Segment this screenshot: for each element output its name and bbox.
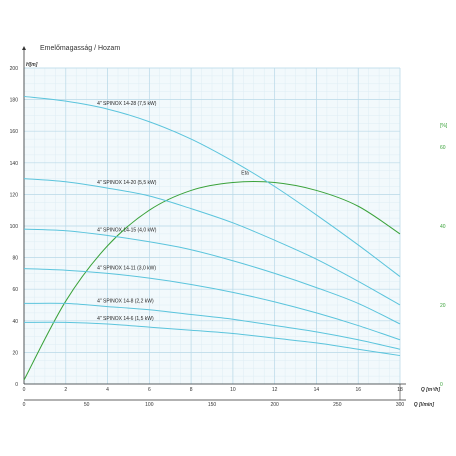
x-top-axis-label: Q [m³/h] — [421, 387, 440, 393]
x-bottom-tick-label: 200 — [270, 402, 279, 408]
chart-title-group: Emelőmagasság / Hozam — [40, 45, 120, 52]
y2-axis-label: [%] — [440, 123, 448, 129]
y2-tick-label: 60 — [440, 145, 446, 151]
y2-tick-label: 0 — [440, 382, 443, 388]
pump-curve-1 — [23, 178, 401, 306]
y-tick-label: 0 — [15, 382, 18, 388]
pump-curve-label-0: 4" SPINOX 14-28 (7,5 kW) — [97, 101, 157, 107]
x-top-tick-label: 14 — [314, 387, 320, 393]
efficiency-curve — [23, 181, 401, 381]
y-tick-label: 40 — [12, 319, 18, 325]
y-tick-label: 140 — [10, 161, 19, 167]
x-top-tick-label: 2 — [64, 387, 67, 393]
pump-curve-2 — [23, 228, 401, 325]
x-top-tick-label: 10 — [230, 387, 236, 393]
pump-curve-5 — [23, 321, 401, 357]
pump-curve-0 — [23, 95, 401, 277]
pump-curve-3 — [23, 268, 401, 341]
pump-curve-label-1: 4" SPINOX 14-20 (5,5 kW) — [97, 180, 157, 186]
y-axis-arrow-icon — [22, 46, 26, 50]
y-tick-label: 20 — [12, 350, 18, 356]
y2-tick-label: 40 — [440, 224, 446, 230]
chart-title: Emelőmagasság / Hozam — [40, 45, 120, 52]
x-bottom-tick-label: 0 — [23, 402, 26, 408]
x-bottom-axis-label: Q [l/min] — [414, 402, 435, 408]
x-top-tick-label: 6 — [148, 387, 151, 393]
pump-curve-label-2: 4" SPINOX 14-15 (4,0 kW) — [97, 227, 157, 233]
y-tick-label: 100 — [10, 224, 19, 230]
x-bottom-tick-label: 300 — [396, 402, 405, 408]
x-bottom-tick-label: 100 — [145, 402, 154, 408]
x-bottom-tick-label: 250 — [333, 402, 342, 408]
x-bottom-tick-label: 50 — [84, 402, 90, 408]
x-top-tick-label: 0 — [23, 387, 26, 393]
x-top-tick-label: 18 — [397, 387, 403, 393]
y-tick-label: 80 — [12, 256, 18, 262]
x-top-tick-label: 16 — [355, 387, 361, 393]
y2-tick-label: 20 — [440, 303, 446, 309]
y-tick-label: 200 — [10, 66, 19, 72]
y-tick-label: 180 — [10, 98, 19, 104]
x-top-tick-label: 8 — [190, 387, 193, 393]
x-top-tick-label: 4 — [106, 387, 109, 393]
x-bottom-tick-label: 150 — [208, 402, 217, 408]
pump-curve-label-4: 4" SPINOX 14-8 (2,2 kW) — [97, 299, 154, 305]
pump-curve-label-5: 4" SPINOX 14-6 (1,5 kW) — [97, 316, 154, 322]
y-tick-label: 120 — [10, 192, 19, 198]
y-axis-label: H[m] — [26, 62, 38, 68]
efficiency-label: Eta — [241, 171, 249, 177]
pump-curve-4 — [23, 302, 401, 350]
y-tick-label: 160 — [10, 129, 19, 135]
x-top-tick-label: 12 — [272, 387, 278, 393]
pump-curve-label-3: 4" SPINOX 14-11 (3,0 kW) — [97, 265, 156, 271]
y-tick-label: 60 — [12, 287, 18, 293]
